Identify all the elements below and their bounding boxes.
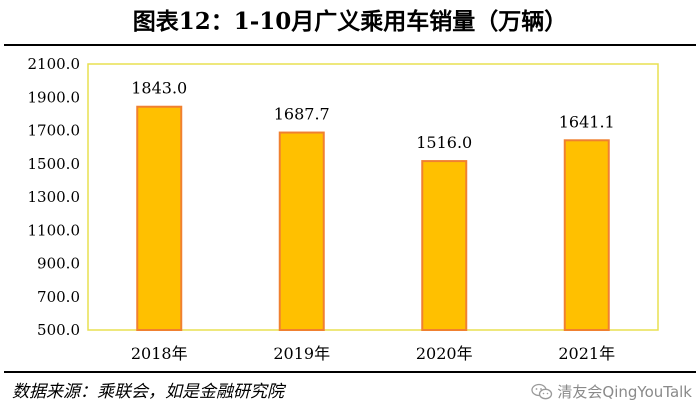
value-label: 1641.1 — [559, 112, 615, 131]
bar — [278, 131, 325, 331]
x-axis: 2018年 2019年 2020年 2021年 — [131, 344, 615, 363]
x-tick-label: 2018年 — [131, 344, 188, 363]
title-rule — [4, 44, 696, 46]
bar-chart: 500.0 700.0 900.0 1100.0 1300.0 1500.0 1700.0 1… — [28, 55, 659, 363]
y-tick-label: 700.0 — [37, 288, 80, 306]
watermark-text: 清友会QingYouTalk — [557, 383, 692, 401]
y-tick-label: 1300.0 — [28, 188, 81, 206]
y-tick-label: 1500.0 — [28, 155, 81, 173]
bar — [136, 105, 183, 331]
source-note: 数据来源：乘联会，如是金融研究院 — [12, 382, 284, 402]
y-tick-label: 1700.0 — [28, 122, 81, 140]
value-label: 1687.7 — [274, 105, 330, 124]
value-labels: 1843.0 1687.7 1516.0 1641.1 — [131, 79, 614, 152]
bar — [421, 160, 468, 331]
y-tick-label: 900.0 — [37, 255, 80, 273]
wechat-icon — [531, 383, 553, 400]
plot-frame — [87, 63, 659, 331]
y-tick-label: 500.0 — [37, 321, 80, 339]
bar — [563, 139, 610, 331]
y-tick-label: 1900.0 — [28, 88, 81, 106]
value-label: 1516.0 — [416, 133, 472, 152]
bars — [136, 105, 610, 331]
chart-title: 图表12：1-10月广义乘用车销量（万辆） — [132, 8, 568, 35]
x-tick-label: 2021年 — [558, 344, 615, 363]
y-tick-label: 1100.0 — [28, 221, 81, 239]
x-tick-label: 2020年 — [416, 344, 473, 363]
value-label: 1843.0 — [131, 79, 187, 98]
y-axis: 500.0 700.0 900.0 1100.0 1300.0 1500.0 1700.0 1… — [28, 55, 81, 339]
footer-rule — [4, 371, 696, 373]
y-tick-label: 2100.0 — [28, 55, 81, 73]
x-tick-label: 2019年 — [273, 344, 330, 363]
watermark: 清友会QingYouTalk — [531, 378, 692, 406]
